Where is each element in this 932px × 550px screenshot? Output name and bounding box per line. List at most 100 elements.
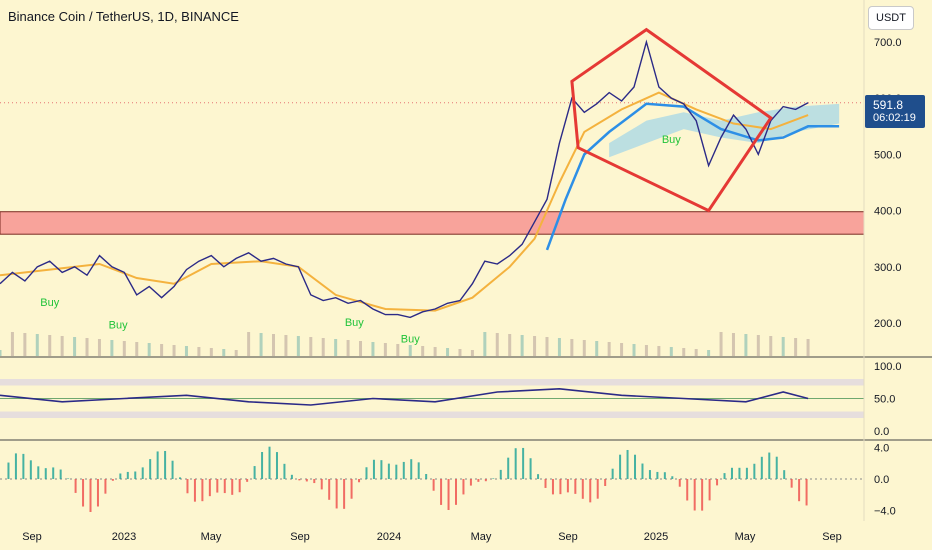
histogram-bar bbox=[395, 464, 398, 479]
histogram-bar bbox=[253, 466, 256, 479]
histogram-bar bbox=[745, 467, 748, 479]
volume-bar bbox=[35, 334, 39, 356]
last-price-value: 591.8 bbox=[873, 98, 904, 112]
volume-bar bbox=[408, 345, 412, 356]
histogram-bar bbox=[432, 479, 435, 491]
histogram-bar bbox=[89, 479, 92, 512]
histogram-bar bbox=[223, 479, 226, 494]
volume-bar bbox=[271, 334, 275, 356]
histogram-bar bbox=[730, 467, 733, 479]
histogram-bar bbox=[328, 479, 331, 500]
time-axis-tick: 2024 bbox=[377, 531, 401, 543]
histogram-bar bbox=[656, 471, 659, 479]
price-layer bbox=[0, 39, 809, 319]
volume-bar bbox=[172, 345, 176, 356]
volume-bar bbox=[483, 332, 487, 356]
histogram-bar bbox=[559, 479, 562, 495]
histogram-axis-tick: 4.0 bbox=[874, 443, 889, 455]
bar-countdown: 06:02:19 bbox=[873, 112, 916, 124]
histogram-bar bbox=[305, 479, 308, 482]
volume-bar bbox=[259, 333, 263, 356]
volume-bar bbox=[48, 335, 52, 356]
histogram-bar bbox=[514, 448, 517, 479]
volume-bar bbox=[620, 343, 624, 356]
rsi-axis-tick: 100.0 bbox=[874, 361, 902, 373]
volume-bar bbox=[744, 334, 748, 356]
volume-bar bbox=[458, 349, 462, 356]
histogram-bar bbox=[410, 459, 413, 479]
price-axis-tick: 700.0 bbox=[874, 37, 902, 49]
histogram-bar bbox=[641, 463, 644, 479]
volume-bar bbox=[595, 341, 599, 356]
histogram-bar bbox=[208, 479, 211, 497]
histogram-bar bbox=[648, 470, 651, 479]
histogram-bar bbox=[417, 462, 420, 479]
histogram-bar bbox=[447, 479, 450, 510]
histogram-bar bbox=[454, 479, 457, 505]
histogram-layer bbox=[0, 446, 864, 512]
volume-bar bbox=[234, 350, 238, 356]
volume-bar bbox=[520, 335, 524, 356]
histogram-bar bbox=[134, 471, 137, 479]
histogram-bar bbox=[52, 467, 55, 479]
histogram-bar bbox=[522, 447, 525, 479]
histogram-bar bbox=[462, 479, 465, 495]
buy-label: Buy bbox=[40, 297, 59, 309]
buy-label-layer: Buy Buy Buy Buy Buy bbox=[40, 134, 681, 346]
resistance-zone bbox=[0, 211, 865, 235]
volume-bar bbox=[222, 349, 226, 356]
histogram-bar bbox=[111, 479, 114, 481]
volume-bar bbox=[781, 337, 785, 356]
histogram-bar bbox=[164, 450, 167, 479]
volume-bar bbox=[806, 339, 810, 356]
buy-label: Buy bbox=[662, 134, 681, 146]
volume-bar bbox=[644, 345, 648, 356]
volume-bar bbox=[346, 340, 350, 356]
volume-bar bbox=[383, 343, 387, 356]
histogram-bar bbox=[238, 479, 241, 493]
price-axis-tick: 500.0 bbox=[874, 149, 902, 161]
volume-bar bbox=[0, 350, 2, 356]
histogram-bar bbox=[29, 460, 32, 479]
volume-bar bbox=[508, 334, 512, 356]
volume-bar bbox=[632, 344, 636, 356]
histogram-bar bbox=[37, 466, 40, 479]
time-axis-tick: May bbox=[735, 531, 756, 543]
buy-label: Buy bbox=[109, 320, 128, 332]
histogram-bar bbox=[119, 473, 122, 479]
volume-bar bbox=[769, 336, 773, 356]
volume-bar bbox=[557, 338, 561, 356]
histogram-bar bbox=[372, 459, 375, 479]
histogram-bar bbox=[529, 458, 532, 479]
histogram-bar bbox=[716, 479, 719, 486]
rsi-band bbox=[0, 379, 864, 386]
volume-bar bbox=[707, 350, 711, 356]
volume-bar bbox=[209, 348, 213, 356]
histogram-bar bbox=[141, 467, 144, 479]
time-axis-tick: Sep bbox=[558, 531, 578, 543]
histogram-bar bbox=[343, 479, 346, 509]
time-axis-tick: Sep bbox=[822, 531, 842, 543]
histogram-bar bbox=[723, 473, 726, 479]
histogram-bar bbox=[320, 479, 323, 490]
currency-selector[interactable]: USDT bbox=[868, 6, 914, 30]
volume-bar bbox=[446, 348, 450, 356]
histogram-bar bbox=[193, 479, 196, 502]
volume-bar bbox=[731, 333, 735, 356]
histogram-axis-tick: 0.0 bbox=[874, 474, 889, 486]
histogram-bar bbox=[22, 453, 25, 479]
histogram-bar bbox=[619, 454, 622, 479]
volume-bar bbox=[533, 336, 537, 356]
baseline-line bbox=[545, 102, 840, 251]
histogram-bar bbox=[492, 478, 495, 479]
histogram-bar bbox=[581, 479, 584, 499]
volume-bar bbox=[371, 342, 375, 356]
histogram-bar bbox=[566, 479, 569, 493]
volume-bar bbox=[110, 340, 114, 356]
volume-bar bbox=[794, 338, 798, 356]
volume-bar bbox=[582, 340, 586, 356]
histogram-bar bbox=[7, 462, 10, 479]
histogram-bar bbox=[499, 469, 502, 479]
